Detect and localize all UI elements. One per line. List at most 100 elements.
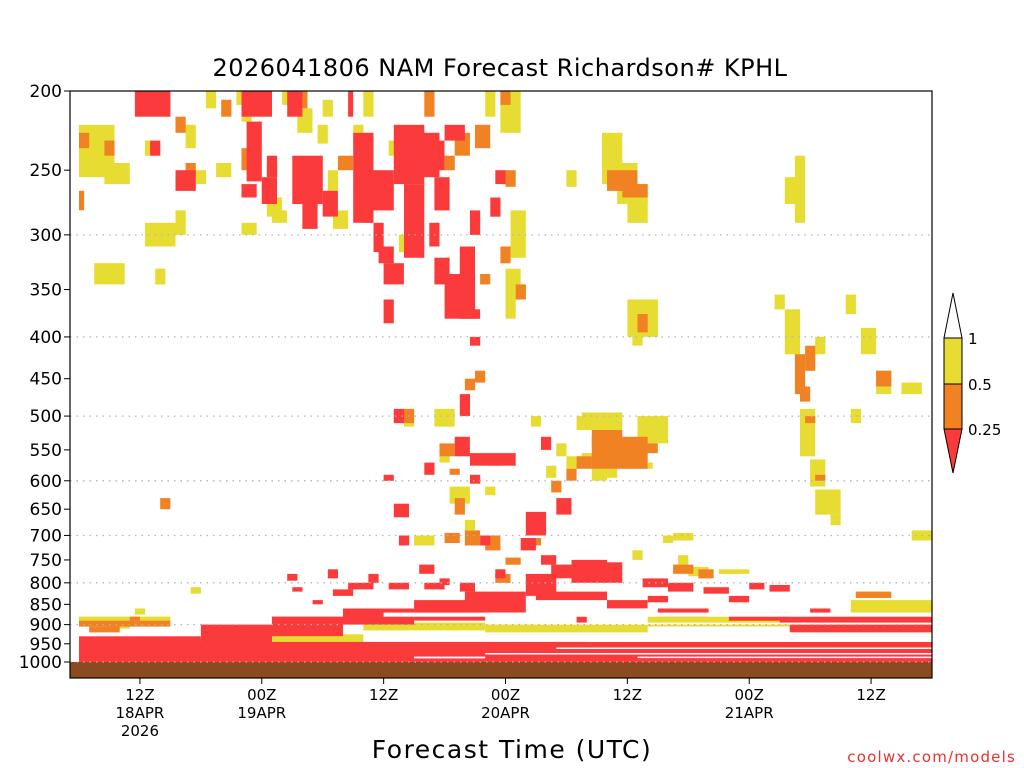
legend-swatch-red: [943, 428, 963, 474]
red-patch: [454, 436, 470, 457]
red-patch: [647, 595, 668, 603]
y-tick-label: 550: [30, 441, 62, 461]
y-tick-label: 350: [30, 281, 62, 301]
yellow-patch: [241, 222, 257, 235]
yellow-patch: [185, 124, 196, 149]
orange-patch: [637, 443, 648, 450]
yellow-patch: [673, 532, 694, 541]
red-patches: [79, 91, 932, 666]
red-patch: [728, 595, 750, 603]
orange-patch: [449, 468, 460, 475]
red-patch: [200, 624, 272, 644]
red-patch: [373, 222, 384, 253]
yellow-patch: [810, 459, 826, 487]
orange-patch: [185, 163, 196, 178]
yellow-patch: [505, 299, 516, 319]
orange-patch: [815, 474, 826, 481]
red-patch: [424, 582, 445, 590]
red-patch: [348, 582, 374, 590]
orange-patch: [576, 456, 592, 469]
yellow-patch: [485, 624, 648, 635]
orange-patch: [800, 386, 811, 402]
red-patch: [769, 585, 790, 592]
red-patch: [404, 184, 425, 258]
white-gap: [414, 656, 486, 659]
x-tick-label: 12Z: [856, 686, 885, 704]
red-patch: [383, 474, 394, 481]
yellow-patch: [632, 327, 643, 346]
chart-title: 2026041806 NAM Forecast Richardson# KPHL: [212, 54, 787, 82]
orange-patch: [129, 616, 140, 623]
red-patch: [302, 204, 318, 229]
yellow-patch: [845, 294, 856, 314]
y-tick-label: 950: [30, 635, 62, 655]
yellow-patch: [850, 600, 932, 617]
red-patch: [388, 582, 409, 590]
red-patch: [266, 155, 278, 178]
legend-swatch-gt1: [943, 292, 963, 339]
yellow-patch: [815, 489, 841, 515]
red-patch: [470, 453, 516, 466]
white-gaps: [383, 612, 932, 659]
red-patch: [383, 299, 394, 324]
white-gap: [637, 656, 932, 659]
yellow-patch: [581, 412, 623, 430]
white-gap: [556, 647, 932, 649]
orange-patch: [566, 468, 577, 481]
orange-patch: [337, 155, 354, 171]
legend-level-label: 0.25: [968, 421, 1001, 439]
yellow-patch: [591, 468, 607, 481]
orange-patch: [79, 190, 85, 211]
yellow-patch: [607, 468, 618, 478]
red-patch: [419, 564, 435, 574]
orange-patch: [464, 530, 481, 546]
orange-patch: [221, 99, 232, 117]
y-tick-label: 900: [30, 616, 62, 636]
red-patch: [150, 140, 161, 156]
red-patch: [520, 538, 536, 551]
orange-patch: [439, 443, 455, 457]
red-patch: [322, 190, 338, 217]
orange-patch: [89, 626, 120, 633]
red-patch: [470, 210, 481, 235]
red-patch: [571, 559, 607, 583]
red-patch: [444, 124, 465, 141]
yellow-patch: [363, 622, 486, 631]
x-tick-label: 20APR: [481, 704, 530, 722]
red-patch: [541, 436, 552, 450]
yellow-patch: [195, 170, 206, 185]
orange-patch: [495, 573, 511, 583]
yellow-patch: [145, 222, 176, 247]
plot-frame: [69, 90, 933, 679]
red-patch: [332, 589, 354, 596]
y-tick-label: 1000: [19, 653, 62, 673]
red-patch: [439, 578, 450, 586]
orange-patch: [794, 354, 806, 395]
yellow-patch: [175, 210, 186, 235]
red-patch: [261, 177, 277, 204]
yellow-patch: [485, 91, 496, 117]
yellow-patch: [134, 608, 146, 615]
red-patch: [348, 91, 354, 117]
red-patch: [175, 170, 196, 191]
plot-area: [70, 91, 932, 678]
yellow-patch: [556, 443, 567, 457]
red-patch: [429, 140, 445, 171]
y-tick-label: 750: [30, 551, 62, 571]
yellow-patch: [79, 616, 171, 625]
orange-patch: [500, 246, 511, 264]
red-patch: [312, 600, 323, 605]
yellow-patch: [830, 514, 841, 526]
orange-patch: [444, 532, 460, 543]
yellow-patch: [104, 163, 130, 185]
ground-band: [70, 662, 932, 678]
orange-patch: [475, 124, 491, 149]
orange-patch: [160, 498, 171, 510]
red-patch: [327, 569, 338, 579]
yellow-patch: [815, 336, 826, 355]
red-patch: [459, 309, 481, 319]
yellow-patch: [546, 465, 557, 478]
red-patch: [343, 608, 415, 625]
yellow-patch: [647, 462, 653, 469]
